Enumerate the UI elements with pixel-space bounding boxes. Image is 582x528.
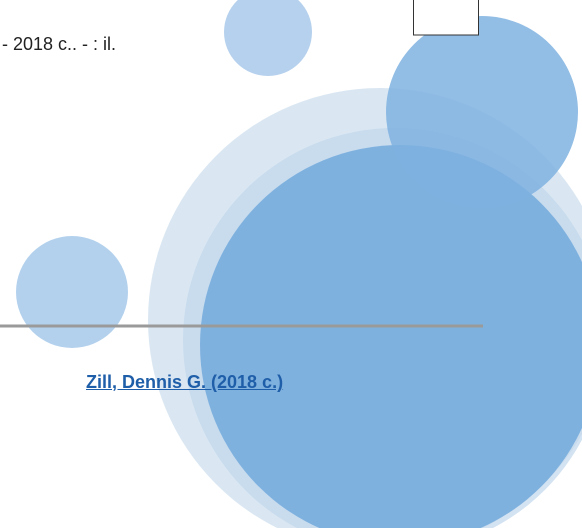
author-link[interactable]: Zill, Dennis G. (2018 c.)	[86, 372, 283, 393]
background-art	[0, 0, 582, 528]
top-right-circle	[386, 16, 578, 208]
box	[414, 0, 479, 35]
page: - 2018 c.. - : il. Zill, Dennis G. (2018…	[0, 0, 582, 528]
imprint: - 2018 c.. - : il.	[2, 34, 116, 55]
top-circle	[224, 0, 312, 76]
left-circle	[16, 236, 128, 348]
